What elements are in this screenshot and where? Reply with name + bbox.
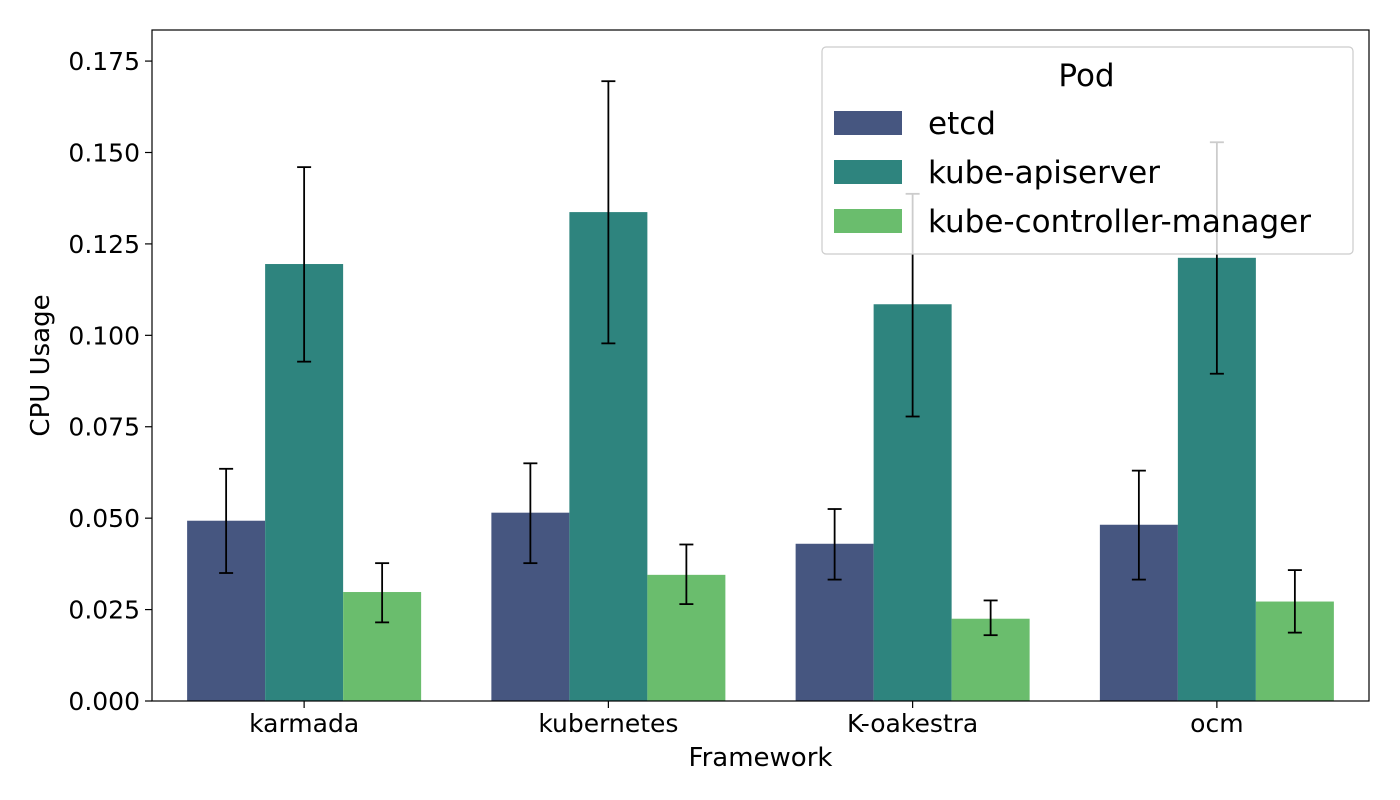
error-bar-etcd-kubernetes [523, 462, 538, 565]
bars-layer [187, 212, 1334, 701]
y-tick-label: 0.000 [68, 687, 140, 716]
y-tick-label: 0.150 [68, 138, 140, 167]
x-tick-label: ocm [1190, 709, 1243, 738]
y-tick-label: 0.100 [68, 321, 140, 350]
y-tick-label: 0.175 [68, 47, 140, 76]
error-bar-etcd-K-oakestra [827, 508, 842, 581]
y-tick-label: 0.050 [68, 504, 140, 533]
y-tick-label: 0.125 [68, 230, 140, 259]
y-tick-label: 0.025 [68, 596, 140, 625]
legend-box [821, 46, 1354, 255]
error-bar-kube-apiserver-kubernetes [601, 80, 616, 345]
error-bar-etcd-ocm [1131, 469, 1146, 581]
legend-swatch-kube-apiserver [834, 160, 902, 184]
error-bar-kube-controller-manager-ocm [1287, 569, 1302, 634]
y-axis: 0.000 0.025 0.050 0.075 0.100 0.125 0.150 0.175 [68, 47, 152, 716]
x-tick-label: karmada [249, 709, 359, 738]
legend-label: kube-controller-manager [928, 204, 1311, 240]
plot-frame [151, 29, 1370, 702]
legend-swatch-etcd [834, 111, 902, 135]
legend-label: kube-apiserver [928, 155, 1160, 191]
x-tick-label: kubernetes [538, 709, 678, 738]
error-bar-kube-controller-manager-karmada [375, 562, 390, 624]
legend: Pod etcd kube-apiserver kube-controller-ma… [821, 46, 1354, 255]
error-bar-etcd-karmada [219, 467, 234, 574]
error-bar-kube-controller-manager-K-oakestra [983, 599, 998, 637]
y-axis-label: CPU Usage [26, 294, 56, 436]
legend-title: Pod [1058, 58, 1114, 94]
error-bar-kube-controller-manager-kubernetes [679, 543, 694, 605]
x-tick-label: K-oakestra [847, 709, 978, 738]
legend-swatch-kube-controller-manager [834, 209, 902, 233]
y-tick-label: 0.075 [68, 413, 140, 442]
x-axis: karmada kubernetes K-oakestra ocm [249, 701, 1244, 738]
legend-label: etcd [928, 106, 996, 142]
error-bar-kube-apiserver-karmada [297, 166, 312, 363]
x-axis-label: Framework [689, 743, 833, 773]
